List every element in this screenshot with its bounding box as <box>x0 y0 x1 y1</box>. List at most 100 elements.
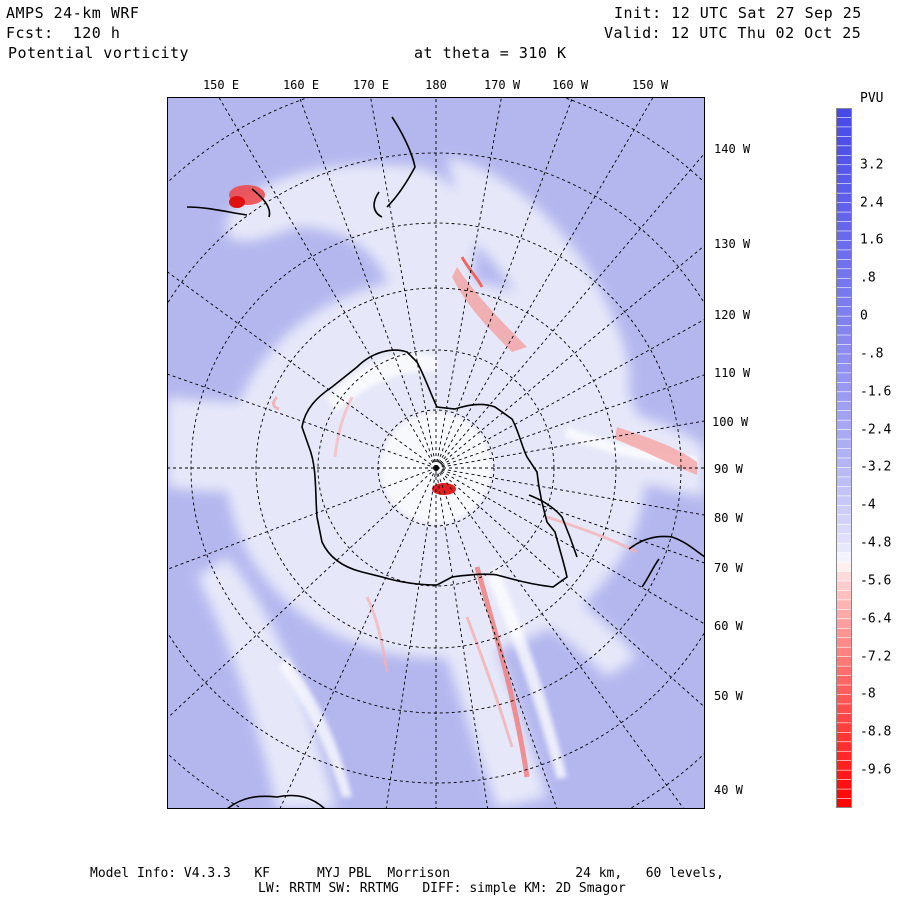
meridian-40w <box>435 467 685 809</box>
right-label-80w: 80 W <box>714 511 743 525</box>
colorbar-bin <box>836 136 852 147</box>
colorbar-bin <box>836 382 852 393</box>
new-zealand <box>373 116 416 218</box>
pv-filament-south <box>474 566 530 778</box>
colorbar-tick-label: -3.2 <box>860 459 892 475</box>
field-name: Potential vorticity <box>8 44 190 62</box>
colorbar <box>836 108 852 808</box>
colorbar-bin <box>836 779 852 790</box>
colorbar-bin <box>836 259 852 270</box>
colorbar-tick-label: -4.8 <box>860 535 892 551</box>
colorbar-tick-label: 1.6 <box>860 232 884 248</box>
colorbar-tick-label: 2.4 <box>860 195 884 211</box>
colorbar-bin <box>836 335 852 345</box>
pv-filament-east <box>615 427 697 475</box>
meridian-10e <box>385 467 437 809</box>
coastlines <box>186 116 705 809</box>
colorbar-frame <box>836 108 852 808</box>
right-label-130w: 130 W <box>714 237 751 251</box>
meridian-30w <box>435 467 558 809</box>
antarctic-peninsula <box>528 494 578 558</box>
colorbar-bin <box>836 439 852 449</box>
colorbar-bin <box>836 287 852 298</box>
colorbar-bin <box>836 278 852 289</box>
colorbar-bin <box>836 401 852 412</box>
lon-label-180: 180 <box>425 78 447 92</box>
colorbar-bin <box>836 656 852 667</box>
colorbar-bin <box>836 448 852 459</box>
colorbar-bin <box>836 543 852 553</box>
colorbar-bin <box>836 174 852 184</box>
lon-label-150e: 150 E <box>202 78 240 92</box>
colorbar-bin <box>836 429 852 440</box>
colorbar-bin <box>836 647 852 657</box>
colorbar-bin <box>836 609 852 620</box>
colorbar-bin <box>836 590 852 601</box>
meridian-30e <box>279 467 437 809</box>
colorbar-bin <box>836 221 852 232</box>
meridian-50w <box>435 467 705 709</box>
colorbar-bin <box>836 202 852 213</box>
lon-label-160w: 160 W <box>551 78 589 92</box>
colorbar-bin <box>836 751 852 762</box>
antarctica-south-coast <box>226 794 326 809</box>
colorbar-title: PVU <box>860 91 884 106</box>
colorbar-tick-label: -8 <box>860 686 876 702</box>
meridian-80w <box>435 467 705 516</box>
colorbar-tick-label: .8 <box>860 270 876 286</box>
colorbar-bin <box>836 722 852 733</box>
colorbar-bin <box>836 325 852 336</box>
lon-label-160e: 160 E <box>282 78 320 92</box>
meridian-120w <box>435 318 705 469</box>
colorbar-bin <box>836 316 852 326</box>
meridian-100w <box>435 420 705 469</box>
colorbar-bin <box>836 297 852 307</box>
colorbar-bin <box>836 770 852 780</box>
colorbar-bin <box>836 798 852 808</box>
colorbar-bin <box>836 344 852 355</box>
colorbar-bin <box>836 666 852 676</box>
colorbar-bin <box>836 155 852 166</box>
colorbar-bin <box>836 249 852 260</box>
right-label-70w: 70 W <box>714 561 743 575</box>
lon-label-170w: 170 W <box>483 78 521 92</box>
colorbar-tick-label: -5.6 <box>860 573 892 589</box>
colorbar-tick-label: 0 <box>860 308 868 324</box>
colorbar-bin <box>836 145 852 156</box>
meridian-140w <box>435 152 705 469</box>
colorbar-bin <box>836 391 852 402</box>
right-label-100w: 100 W <box>712 415 749 429</box>
tasmania-coast <box>186 188 271 218</box>
colorbar-bin <box>836 117 852 128</box>
right-label-110w: 110 W <box>714 366 751 380</box>
colorbar-bin <box>836 618 852 629</box>
model-name: AMPS 24-km WRF <box>6 4 140 22</box>
colorbar-bin <box>836 476 852 487</box>
valid-time: Valid: 12 UTC Thu 02 Oct 25 <box>604 24 862 42</box>
colorbar-bin <box>836 505 852 516</box>
colorbar-bin <box>836 212 852 222</box>
colorbar-bin <box>836 703 852 714</box>
colorbar-bin <box>836 458 852 468</box>
lon-label-170e: 170 E <box>352 78 390 92</box>
colorbar-bin <box>836 230 852 241</box>
model-info-line1: Model Info: V4.3.3 KF MYJ PBL Morrison 2… <box>90 866 724 881</box>
colorbar-bin <box>836 240 852 251</box>
colorbar-bin <box>836 685 852 695</box>
meridian-170e <box>370 97 437 469</box>
colorbar-bin <box>836 486 852 497</box>
colorbar-bin <box>836 580 852 591</box>
right-label-50w: 50 W <box>714 689 743 703</box>
right-label-120w: 120 W <box>714 308 751 322</box>
colorbar-bin <box>836 533 852 544</box>
meridian-60w <box>435 467 705 625</box>
colorbar-bin <box>836 741 852 752</box>
colorbar-bin <box>836 524 852 534</box>
colorbar-bin <box>836 108 852 118</box>
colorbar-tick-label: -2.4 <box>860 422 892 438</box>
colorbar-bin <box>836 363 852 374</box>
colorbar-bin <box>836 268 852 279</box>
pv-minimum-pole <box>432 483 456 495</box>
theta-level: at theta = 310 K <box>414 44 567 62</box>
meridian-20w <box>435 467 489 809</box>
